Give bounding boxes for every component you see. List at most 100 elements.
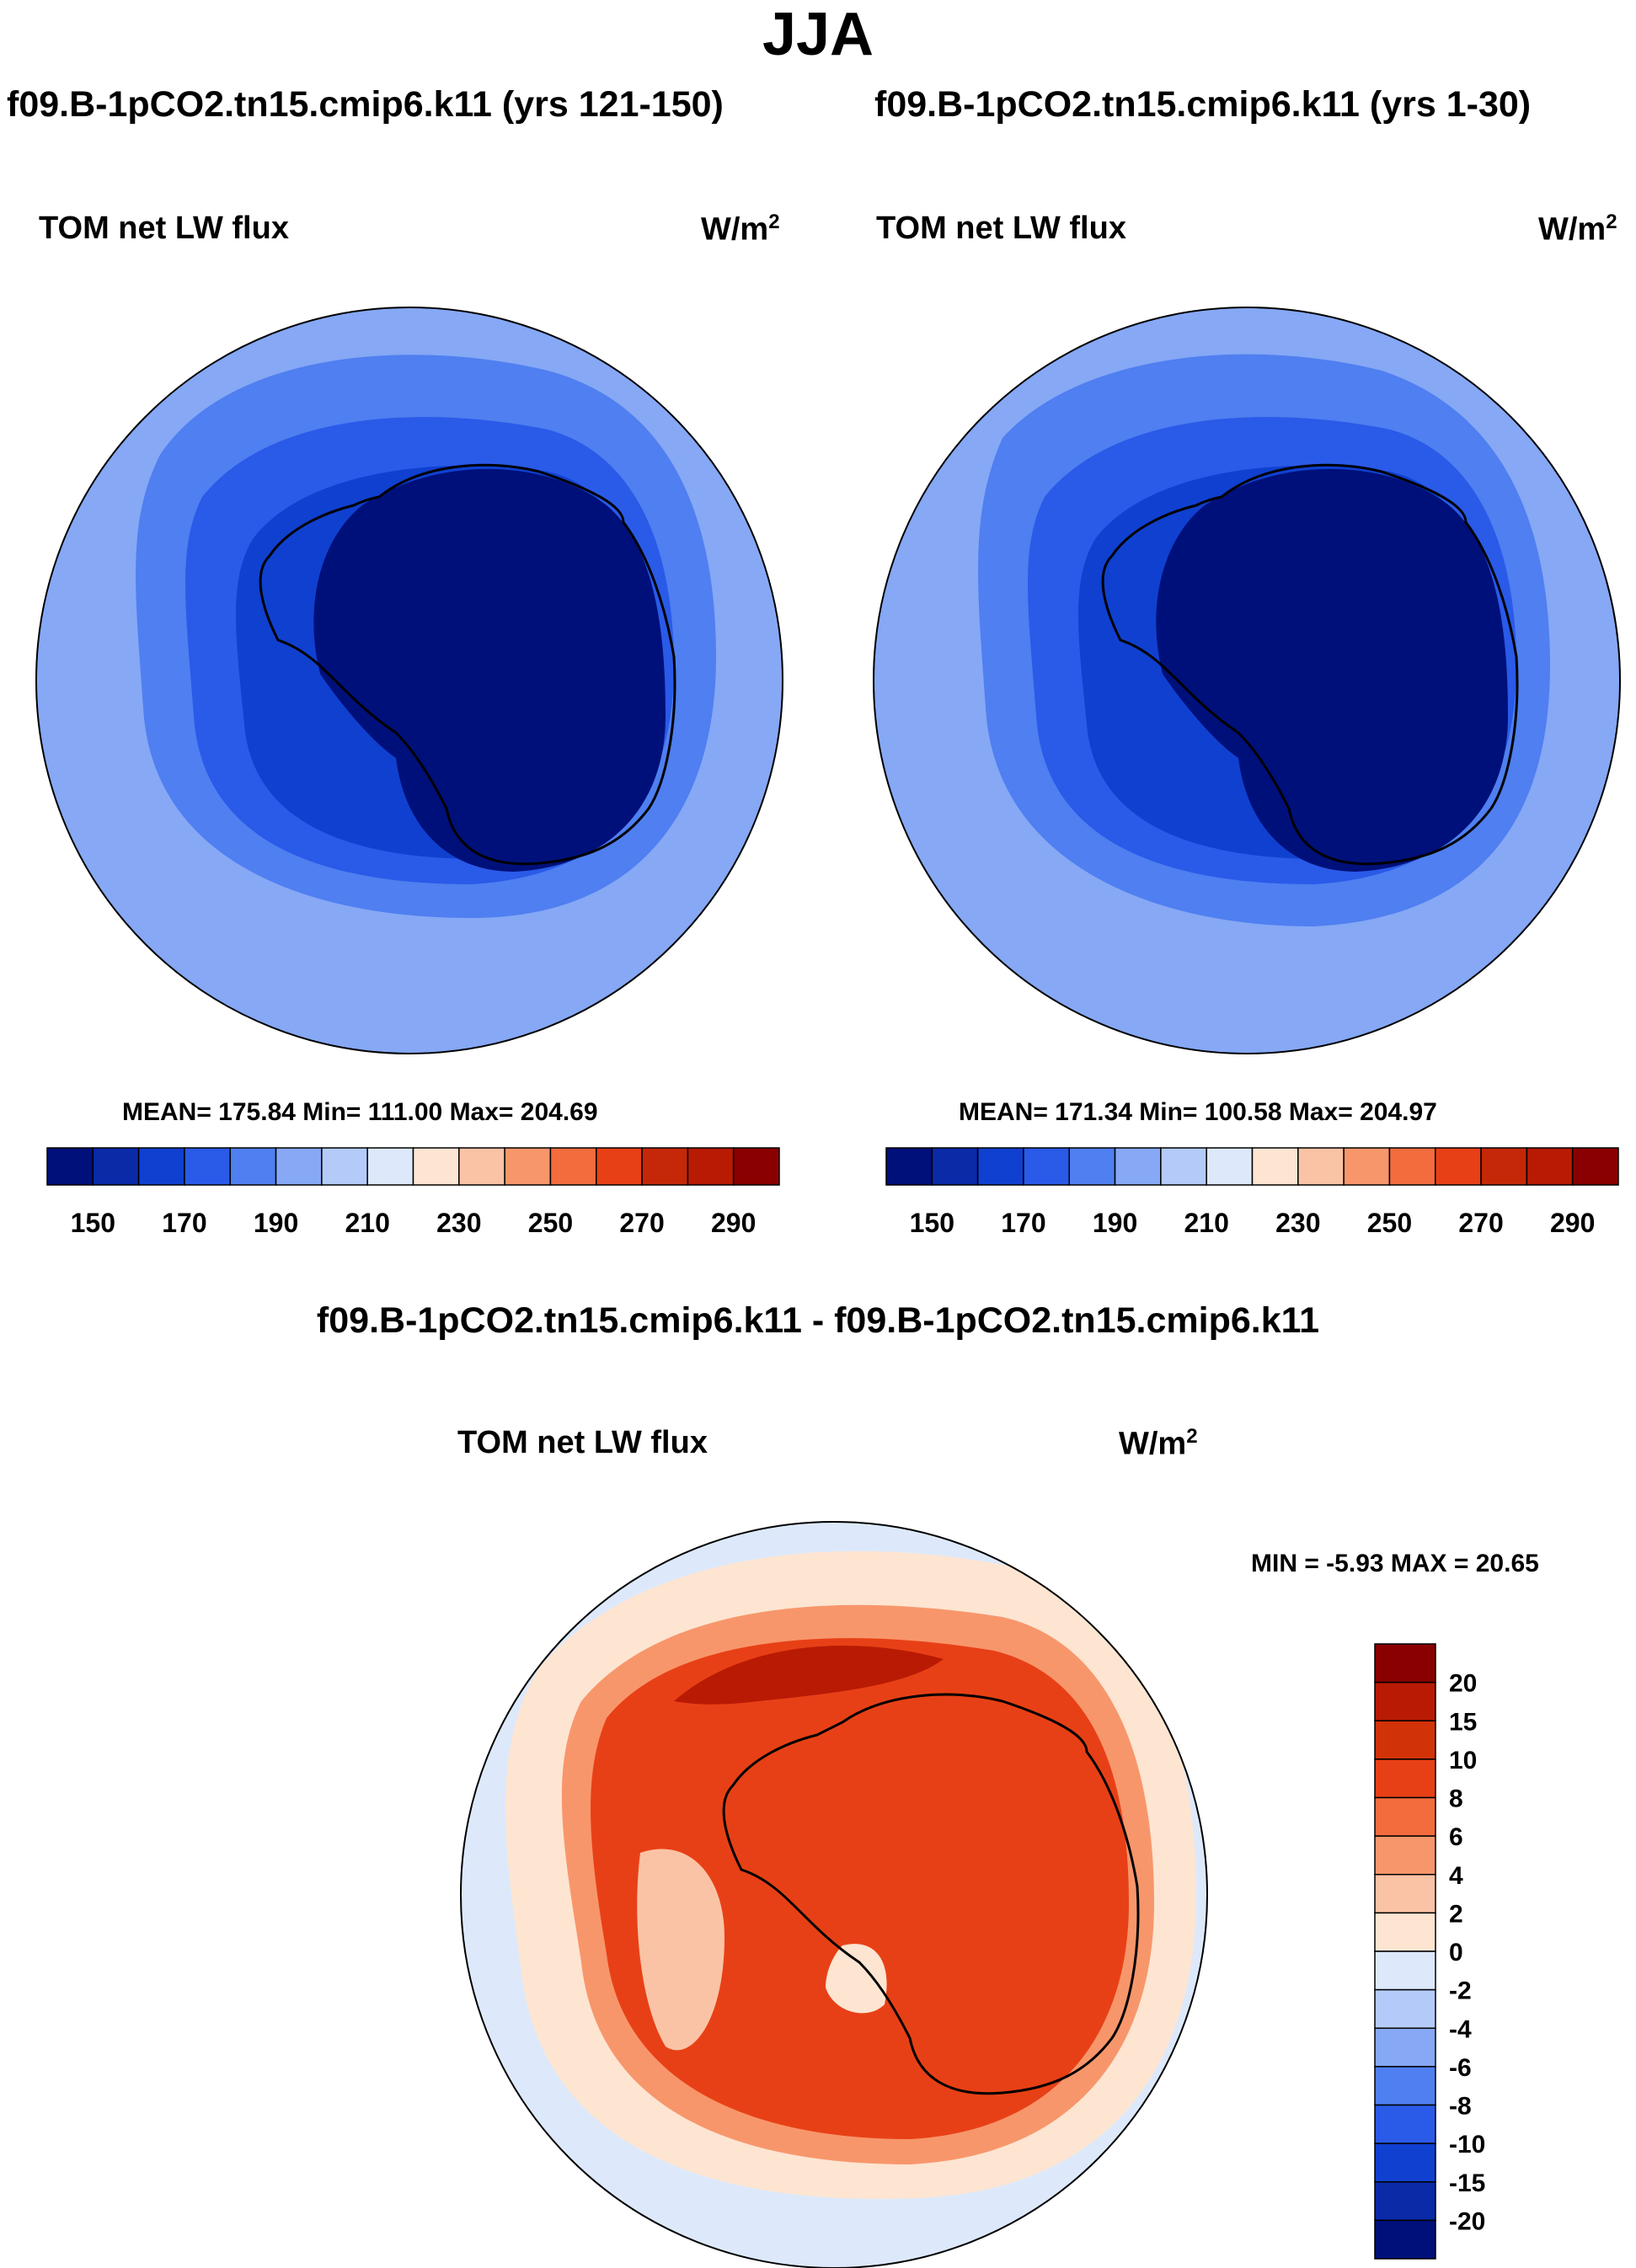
diff-colorbar-swatch (1374, 2027, 1436, 2068)
left-colorbar-swatch (92, 1147, 140, 1186)
left-colorbar-swatch (732, 1147, 780, 1186)
left-colorbar-tick-label: 190 (254, 1208, 298, 1238)
left-colorbar-swatch (458, 1147, 505, 1186)
left-colorbar-swatch (184, 1147, 231, 1186)
diff-map-ross-light (826, 1944, 887, 2014)
diff-colorbar-swatch (1374, 1643, 1436, 1684)
right-colorbar-swatch (976, 1147, 1024, 1186)
right-polar-map (874, 307, 1620, 1054)
left-polar-map (36, 307, 783, 1054)
right-colorbar-swatch (931, 1147, 979, 1186)
right-units: W/m2 (1538, 211, 1617, 248)
diff-colorbar-swatch (1374, 1835, 1436, 1876)
diff-colorbar-tick-label: 2 (1449, 1900, 1463, 1928)
right-colorbar-tick-label: 230 (1275, 1208, 1320, 1238)
right-colorbar-swatch (1571, 1147, 1619, 1186)
right-colorbar-swatch (1297, 1147, 1345, 1186)
diff-map-band-15 (674, 1646, 944, 1705)
right-colorbar-swatch (1160, 1147, 1207, 1186)
left-colorbar-swatch (412, 1147, 460, 1186)
diff-colorbar-swatch (1374, 1988, 1436, 2029)
diff-colorbar-tick-label: 4 (1449, 1862, 1463, 1890)
diff-colorbar-swatch (1374, 1950, 1436, 1991)
left-panel-case-title: f09.B-1pCO2.tn15.cmip6.k11 (yrs 121-150) (7, 84, 724, 125)
diff-panel-case-title: f09.B-1pCO2.tn15.cmip6.k11 - f09.B-1pCO2… (316, 1300, 1320, 1341)
diff-colorbar-swatch (1374, 2219, 1436, 2260)
right-colorbar-swatch (885, 1147, 933, 1186)
right-colorbar-swatch (1343, 1147, 1391, 1186)
diff-colorbar-swatch (1374, 2104, 1436, 2144)
diff-colorbar-tick-label: -4 (1449, 2015, 1472, 2043)
left-stats: MEAN= 175.84 Min= 111.00 Max= 204.69 (122, 1098, 598, 1126)
right-map-interior (1156, 468, 1508, 872)
diff-colorbar-swatch (1374, 2181, 1436, 2222)
diff-colorbar-swatch (1374, 1681, 1436, 1721)
left-colorbar-tick-label: 230 (436, 1208, 481, 1238)
left-colorbar-tick-label: 170 (162, 1208, 206, 1238)
left-colorbar-tick-label: 290 (711, 1208, 756, 1238)
right-colorbar-tick-label: 190 (1093, 1208, 1137, 1238)
right-map-border (873, 307, 1621, 1054)
right-colorbar-swatch (1388, 1147, 1436, 1186)
left-colorbar-tick-label: 250 (528, 1208, 573, 1238)
right-map-coastline (1101, 463, 1519, 866)
diff-colorbar-swatch (1374, 1912, 1436, 1952)
left-map-interior (313, 468, 666, 872)
diff-map-band-10 (591, 1638, 1129, 2139)
diff-map-border (460, 1521, 1208, 2268)
left-map-coastline (259, 463, 676, 866)
left-colorbar-tick-label: 150 (71, 1208, 115, 1238)
diff-colorbar-swatch (1374, 2066, 1436, 2106)
diff-colorbar-tick-label: 10 (1449, 1747, 1477, 1774)
diff-colorbar-swatch (1374, 1720, 1436, 1760)
right-colorbar-tick-label: 170 (1001, 1208, 1045, 1238)
diff-map-coastline (722, 1693, 1140, 2095)
right-colorbar-swatch (1251, 1147, 1299, 1186)
right-colorbar-swatch (1206, 1147, 1254, 1186)
diff-colorbar-swatch (1374, 1758, 1436, 1799)
left-colorbar-tick-label: 210 (345, 1208, 389, 1238)
left-variable-label: TOM net LW flux (39, 211, 289, 246)
left-colorbar-swatch (137, 1147, 185, 1186)
left-colorbar-swatch (549, 1147, 597, 1186)
right-colorbar: 150 170 190 210 230 250 270 290 (885, 1147, 1619, 1238)
diff-colorbar-tick-label: 20 (1449, 1670, 1477, 1698)
diff-colorbar-tick-label: 8 (1449, 1785, 1463, 1813)
right-colorbar-swatch (1435, 1147, 1482, 1186)
diff-colorbar-tick-label: -6 (1449, 2054, 1472, 2082)
right-colorbar-swatch (1068, 1147, 1116, 1186)
diff-colorbar-tick-label: -10 (1449, 2131, 1485, 2159)
diff-colorbar-swatch (1374, 1796, 1436, 1837)
left-colorbar-swatch (366, 1147, 414, 1186)
diff-colorbar-swatch (1374, 1874, 1436, 1914)
left-colorbar-swatch (641, 1147, 689, 1186)
left-colorbar-swatch (46, 1147, 94, 1186)
right-colorbar-tick-label: 270 (1458, 1208, 1503, 1238)
left-colorbar-swatch (321, 1147, 368, 1186)
right-colorbar-swatch (1023, 1147, 1070, 1186)
left-colorbar: 150 170 190 210 230 250 270 290 (46, 1147, 780, 1238)
diff-units: W/m2 (1119, 1425, 1198, 1462)
right-variable-label: TOM net LW flux (876, 211, 1126, 246)
diff-colorbar-tick-label: -8 (1449, 2093, 1472, 2121)
left-colorbar-swatch (504, 1147, 552, 1186)
left-colorbar-tick-label: 270 (619, 1208, 664, 1238)
diff-variable-label: TOM net LW flux (457, 1425, 708, 1460)
left-colorbar-swatch (596, 1147, 643, 1186)
left-colorbar-swatch (687, 1147, 735, 1186)
diff-polar-map (461, 1522, 1207, 2268)
diff-colorbar-tick-label: -15 (1449, 2169, 1485, 2197)
left-colorbar-swatch (275, 1147, 323, 1186)
diff-colorbar-tick-label: -20 (1449, 2207, 1485, 2235)
diff-map-peninsula-light (637, 1849, 724, 2051)
right-colorbar-tick-label: 290 (1550, 1208, 1595, 1238)
diff-colorbar-swatch (1374, 2143, 1436, 2183)
diff-stats: MIN = -5.93 MAX = 20.65 (1251, 1550, 1539, 1577)
right-panel-case-title: f09.B-1pCO2.tn15.cmip6.k11 (yrs 1-30) (874, 84, 1532, 125)
diff-colorbar-tick-label: 0 (1449, 1939, 1463, 1966)
left-units: W/m2 (701, 211, 780, 248)
left-map-border (35, 307, 783, 1054)
main-title: JJA (762, 1, 874, 68)
